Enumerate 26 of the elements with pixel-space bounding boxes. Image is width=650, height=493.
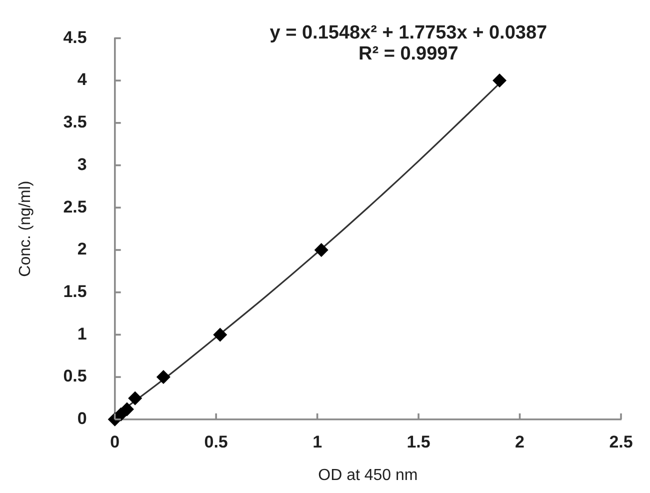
y-tick-label: 0.5 <box>63 366 87 386</box>
y-tick-label: 3 <box>77 154 87 174</box>
x-tick-label: 2 <box>515 432 524 452</box>
y-tick-label: 1.5 <box>63 282 87 302</box>
y-tick-label: 3.5 <box>63 112 87 132</box>
x-tick-label: 1 <box>312 432 322 452</box>
point <box>213 328 228 342</box>
y-axis-title: Conc. (ng/ml) <box>17 180 34 277</box>
y-tick-label: 4.5 <box>63 28 87 47</box>
point <box>156 370 170 384</box>
y-tick-label: 4 <box>77 70 88 90</box>
point <box>492 74 507 88</box>
y-tick-label: 2 <box>77 240 87 259</box>
y-tick-label: 2.5 <box>63 197 87 216</box>
x-tick-label: 1.5 <box>406 432 430 452</box>
point <box>128 391 142 406</box>
y-tick-label: 1 <box>77 324 87 344</box>
x-tick-label: 0 <box>110 432 120 452</box>
y-tick-label: 0 <box>77 409 87 428</box>
annotation: R² = 0.9997 <box>358 43 458 64</box>
x-axis-title: OD at 450 nm <box>318 466 418 484</box>
x-tick-label: 2.5 <box>609 432 633 452</box>
x-tick-label: 0.5 <box>204 432 228 452</box>
annotation: y = 0.1548x² + 1.7753x + 0.0387 <box>270 22 548 44</box>
point <box>120 402 134 416</box>
point <box>314 242 328 257</box>
